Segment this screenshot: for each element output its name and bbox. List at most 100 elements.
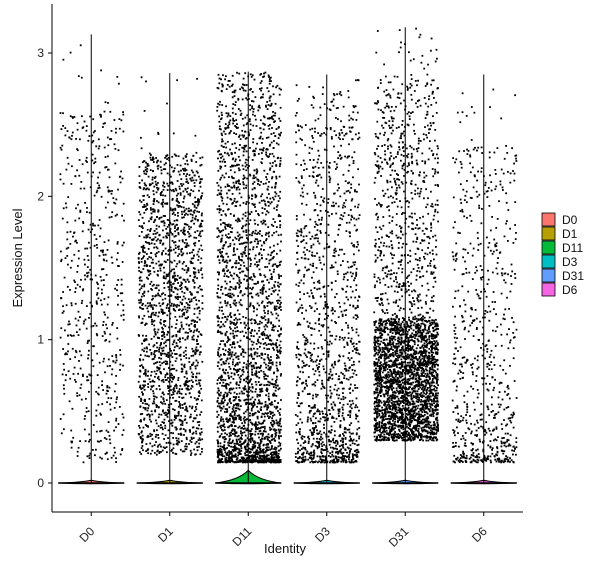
jitter-point (274, 221, 276, 223)
jitter-point (162, 250, 165, 252)
jitter-point (245, 163, 248, 166)
jitter-point (254, 460, 257, 463)
jitter-point (273, 305, 276, 308)
jitter-point (228, 338, 230, 341)
jitter-point (279, 350, 282, 353)
jitter-point (88, 373, 91, 376)
jitter-point (233, 272, 236, 275)
jitter-point (222, 340, 225, 342)
jitter-point (155, 262, 158, 265)
jitter-point (198, 372, 201, 375)
jitter-point (223, 455, 226, 458)
jitter-point (188, 232, 191, 235)
jitter-point (243, 392, 245, 395)
jitter-point (192, 297, 195, 299)
jitter-point (276, 375, 278, 378)
jitter-point (259, 291, 262, 294)
jitter-point (92, 365, 95, 368)
jitter-point (175, 323, 178, 325)
jitter-point (158, 289, 160, 292)
jitter-point (217, 389, 220, 392)
jitter-point (245, 219, 248, 222)
jitter-point (221, 454, 223, 457)
jitter-point (261, 426, 263, 429)
jitter-point (220, 325, 223, 328)
jitter-point (172, 388, 175, 391)
jitter-point (263, 333, 266, 335)
jitter-point (96, 374, 99, 376)
jitter-point (164, 261, 167, 263)
jitter-point (186, 306, 189, 309)
jitter-point (143, 418, 145, 421)
jitter-point (170, 372, 173, 375)
jitter-point (277, 388, 280, 391)
jitter-point (226, 433, 228, 436)
jitter-point (243, 144, 246, 147)
jitter-point (245, 245, 247, 248)
jitter-point (228, 185, 231, 187)
jitter-point (237, 108, 240, 110)
jitter-point (180, 169, 182, 172)
jitter-point (278, 165, 281, 168)
jitter-point (101, 292, 103, 295)
jitter-point (188, 388, 190, 391)
jitter-point (271, 186, 273, 189)
jitter-point (195, 338, 198, 341)
jitter-point (80, 354, 83, 357)
jitter-point (276, 226, 278, 228)
jitter-point (241, 434, 243, 437)
jitter-point (260, 383, 263, 386)
jitter-point (265, 297, 268, 299)
jitter-point (185, 443, 188, 445)
jitter-point (313, 237, 316, 240)
jitter-point (261, 432, 264, 435)
jitter-point (279, 347, 282, 349)
jitter-point (147, 452, 149, 455)
jitter-point (225, 264, 228, 267)
jitter-point (240, 436, 242, 439)
jitter-point (201, 450, 203, 453)
jitter-point (152, 193, 155, 196)
jitter-point (226, 383, 229, 385)
jitter-point (172, 276, 175, 278)
jitter-point (138, 315, 140, 318)
jitter-point (221, 376, 223, 379)
jitter-point (245, 267, 248, 269)
jitter-point (274, 461, 277, 464)
jitter-point (199, 288, 202, 291)
jitter-point (241, 294, 244, 297)
jitter-point (59, 173, 62, 176)
jitter-point (228, 455, 230, 457)
jitter-point (190, 387, 192, 390)
jitter-point (66, 353, 68, 356)
jitter-point (186, 278, 189, 281)
jitter-point (174, 416, 176, 418)
jitter-point (250, 354, 253, 357)
jitter-point (265, 137, 268, 139)
jitter-point (267, 357, 270, 360)
jitter-point (256, 142, 258, 145)
jitter-point (216, 256, 219, 258)
jitter-point (87, 357, 89, 360)
jitter-point (250, 318, 253, 321)
jitter-point (255, 373, 257, 376)
jitter-point (197, 391, 200, 394)
jitter-point (175, 387, 178, 389)
jitter-point (217, 449, 220, 452)
jitter-point (271, 403, 274, 406)
jitter-point (191, 426, 194, 429)
jitter-point (240, 196, 243, 199)
jitter-point (232, 450, 235, 453)
jitter-point (258, 371, 260, 373)
jitter-point (89, 186, 92, 189)
jitter-point (168, 420, 170, 422)
jitter-point (145, 425, 148, 427)
jitter-point (217, 329, 220, 332)
jitter-point (275, 177, 278, 180)
jitter-point (220, 193, 223, 196)
jitter-point (169, 283, 172, 286)
jitter-point (61, 373, 64, 376)
jitter-point (149, 156, 152, 159)
jitter-point (270, 275, 273, 278)
